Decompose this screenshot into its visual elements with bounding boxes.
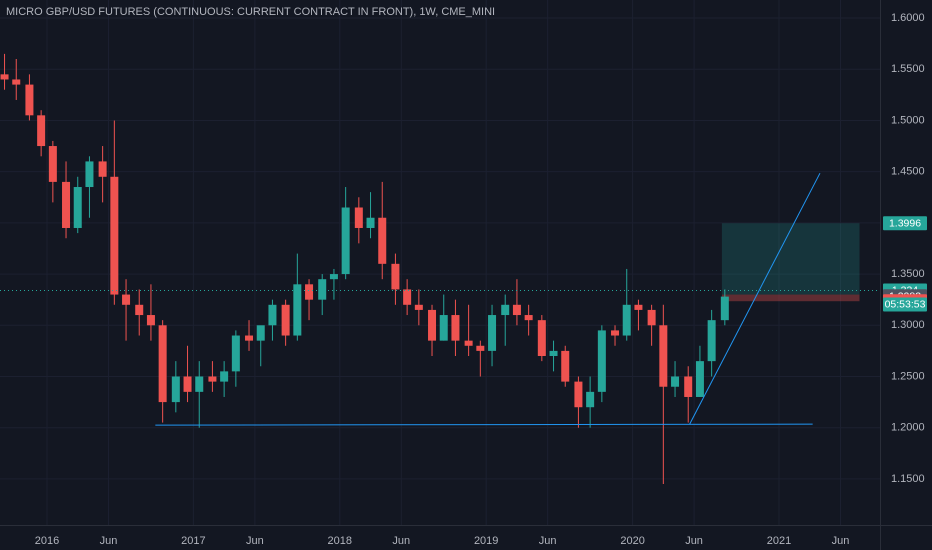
y-tick-label: 1.4500 xyxy=(891,166,925,178)
candle-body xyxy=(366,217,375,228)
candle-body xyxy=(158,325,167,403)
candle-body xyxy=(25,84,34,116)
candle-body xyxy=(305,284,314,300)
x-tick-label: Jun xyxy=(685,535,703,547)
y-tick-label: 1.1500 xyxy=(891,473,925,485)
candle-body xyxy=(597,330,606,392)
candle-body xyxy=(378,217,387,264)
candle-body xyxy=(451,315,460,341)
price-label: 1.3996 xyxy=(889,218,921,230)
position-stop-zone xyxy=(721,294,860,302)
countdown-box xyxy=(883,297,927,312)
candle-body xyxy=(647,309,656,326)
trend-line xyxy=(689,172,821,425)
candle-body xyxy=(476,345,485,351)
price-label-box xyxy=(883,216,927,231)
candle-body xyxy=(586,391,595,408)
candle-body xyxy=(354,207,363,228)
candle-body xyxy=(293,284,302,336)
candle-body xyxy=(549,350,558,357)
x-tick-label: 2017 xyxy=(181,535,205,547)
candle-body xyxy=(110,176,119,295)
candle-body xyxy=(659,325,668,387)
x-tick-label: Jun xyxy=(100,535,118,547)
candle-body xyxy=(720,296,729,321)
candle-body xyxy=(524,315,533,321)
y-tick-label: 1.5500 xyxy=(891,63,925,75)
candle-body xyxy=(62,181,71,228)
candle-body xyxy=(634,304,643,310)
candle-body xyxy=(707,320,716,362)
x-tick-label: 2019 xyxy=(474,535,498,547)
candle-body xyxy=(512,304,521,316)
candle-body xyxy=(622,304,631,336)
x-tick-label: 2020 xyxy=(620,535,644,547)
x-tick-label: 2016 xyxy=(35,535,59,547)
candle-body xyxy=(268,304,277,326)
candle-body xyxy=(318,279,327,300)
y-tick-label: 1.5000 xyxy=(891,114,925,126)
candle-body xyxy=(0,74,9,80)
candle-body xyxy=(671,376,680,387)
y-tick-label: 1.3500 xyxy=(891,268,925,280)
candle-body xyxy=(195,376,204,392)
candle-body xyxy=(245,335,254,341)
candle-body xyxy=(48,146,57,182)
candle-body xyxy=(231,335,240,372)
candle-body xyxy=(403,289,412,305)
candle-body xyxy=(98,161,107,177)
candle-body xyxy=(561,350,570,382)
y-tick-label: 1.2500 xyxy=(891,370,925,382)
candle-body xyxy=(488,315,497,351)
candle-body xyxy=(208,376,217,382)
candle-body xyxy=(611,330,620,336)
candle-body xyxy=(12,79,21,85)
candle-body xyxy=(37,115,46,147)
candle-body xyxy=(256,325,265,341)
candle-body xyxy=(281,304,290,336)
y-tick-label: 1.3000 xyxy=(891,319,925,331)
countdown: 05:53:53 xyxy=(885,299,926,311)
candle-body xyxy=(73,187,82,228)
candle-body xyxy=(329,274,338,280)
candle-body xyxy=(135,304,144,316)
x-tick-label: 2021 xyxy=(767,535,791,547)
candle-body xyxy=(146,315,155,326)
candle-body xyxy=(391,263,400,290)
candle-body xyxy=(501,304,510,316)
chart-title: MICRO GBP/USD FUTURES (CONTINUOUS: CURRE… xyxy=(6,6,495,18)
trend-line xyxy=(155,423,813,426)
candle-body xyxy=(171,376,180,403)
x-tick-label: 2018 xyxy=(328,535,352,547)
candle-body xyxy=(220,371,229,382)
x-tick-label: Jun xyxy=(246,535,264,547)
candle-body xyxy=(537,320,546,357)
x-tick-label: Jun xyxy=(392,535,410,547)
position-target-zone xyxy=(721,223,860,295)
x-tick-label: Jun xyxy=(539,535,557,547)
candle-body xyxy=(695,361,704,397)
candle-body xyxy=(183,376,192,392)
candle-body xyxy=(439,315,448,341)
x-tick-label: Jun xyxy=(832,535,850,547)
candle-body xyxy=(464,340,473,346)
y-tick-label: 1.6000 xyxy=(891,12,925,24)
candle-body xyxy=(684,376,693,397)
candle-body xyxy=(85,161,94,188)
candle-body xyxy=(122,294,131,305)
candle-body xyxy=(574,381,583,408)
candle-body xyxy=(414,304,423,310)
candle-body xyxy=(428,309,437,341)
y-tick-label: 1.2000 xyxy=(891,422,925,434)
candle-body xyxy=(341,207,350,275)
